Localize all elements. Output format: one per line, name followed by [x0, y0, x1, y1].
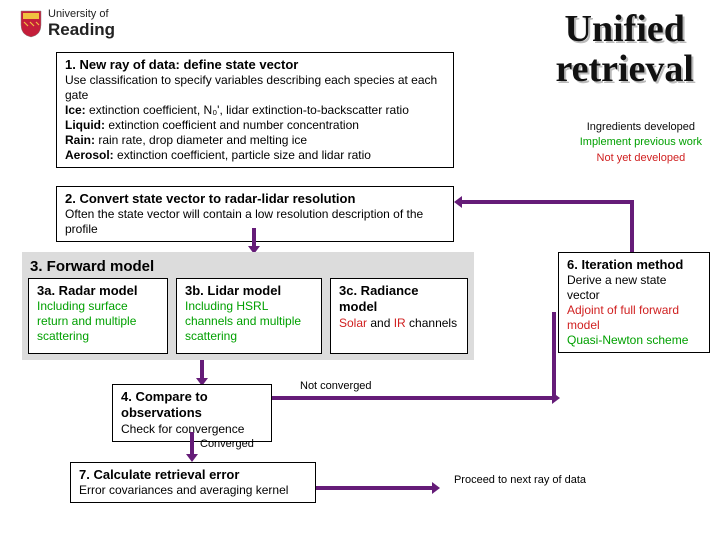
- box1-heading: 1. New ray of data: define state vector: [65, 57, 445, 73]
- panel3-heading: 3. Forward model: [30, 258, 466, 275]
- legend: Ingredients developed Implement previous…: [580, 120, 702, 166]
- box3a-title: 3a. Radar model: [37, 283, 159, 299]
- box-1-define-state-vector: 1. New ray of data: define state vector …: [56, 52, 454, 168]
- box-3b-lidar-model: 3b. Lidar model Including HSRL channels …: [176, 278, 322, 354]
- legend-implement: Implement previous work: [580, 135, 702, 150]
- label-not-converged: Not converged: [300, 380, 372, 392]
- arrow-6-loop-left: [462, 200, 630, 204]
- title-line2: retrieval: [555, 50, 694, 90]
- legend-ingredients: Ingredients developed: [580, 120, 702, 135]
- box-3c-radiance-model: 3c. Radiance model Solar and IR channels: [330, 278, 468, 354]
- legend-notyet: Not yet developed: [580, 151, 702, 166]
- university-name: Reading: [48, 20, 115, 40]
- arrow-not-converged: [272, 396, 552, 400]
- box7-l1: Error covariances and averaging kernel: [79, 483, 307, 498]
- box-6-iteration: 6. Iteration method Derive a new state v…: [558, 252, 710, 353]
- box3b-title: 3b. Lidar model: [185, 283, 313, 299]
- arrow-3-to-4: [200, 360, 204, 378]
- box3b-text: Including HSRL channels and multiple sca…: [185, 299, 313, 344]
- label-converged: Converged: [200, 438, 254, 450]
- box-7-retrieval-error: 7. Calculate retrieval error Error covar…: [70, 462, 316, 503]
- box2-heading: 2. Convert state vector to radar-lidar r…: [65, 191, 445, 207]
- page-title: Unified retrieval: [555, 10, 694, 90]
- box1-l1: Use classification to specify variables …: [65, 73, 445, 103]
- arrow-6-loop-up: [630, 200, 634, 252]
- box6-heading: 6. Iteration method: [567, 257, 701, 273]
- box1-aerosol: Aerosol: extinction coefficient, particl…: [65, 148, 445, 163]
- shield-icon: [20, 10, 42, 38]
- arrow-7-to-proceed: [316, 486, 432, 490]
- label-proceed: Proceed to next ray of data: [440, 474, 600, 486]
- arrow-converged: [190, 432, 194, 454]
- box3a-text: Including surface return and multiple sc…: [37, 299, 159, 344]
- box6-l1: Derive a new state vector: [567, 273, 701, 303]
- arrow-2-to-3: [252, 228, 256, 246]
- university-logo: University of Reading: [20, 8, 115, 40]
- university-line1: University of: [48, 8, 115, 20]
- box3c-title: 3c. Radiance model: [339, 283, 459, 316]
- box7-heading: 7. Calculate retrieval error: [79, 467, 307, 483]
- box1-liquid: Liquid: extinction coefficient and numbe…: [65, 118, 445, 133]
- box1-rain: Rain: rain rate, drop diameter and melti…: [65, 133, 445, 148]
- box4-heading: 4. Compare to observations: [121, 389, 263, 422]
- university-text: University of Reading: [48, 8, 115, 40]
- box3c-text: Solar and IR channels: [339, 316, 459, 331]
- box-3a-radar-model: 3a. Radar model Including surface return…: [28, 278, 168, 354]
- arrow-not-converged-up: [552, 312, 556, 400]
- box6-l3: Quasi-Newton scheme: [567, 333, 701, 348]
- box6-l2: Adjoint of full forward model: [567, 303, 701, 333]
- title-line1: Unified: [555, 10, 694, 50]
- box1-ice: Ice: extinction coefficient, N₀', lidar …: [65, 103, 445, 118]
